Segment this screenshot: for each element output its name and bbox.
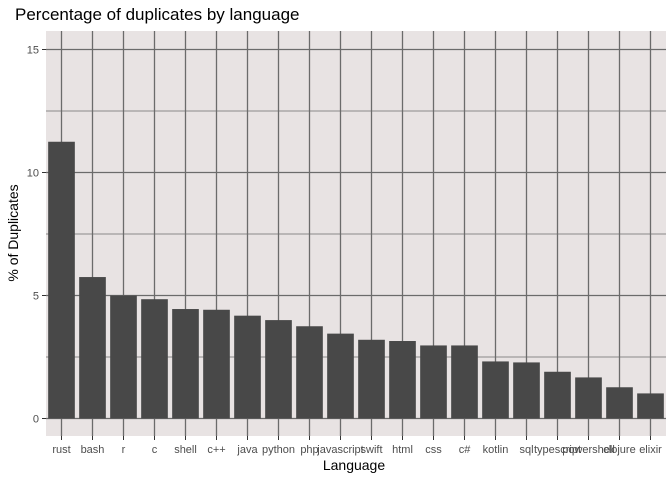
y-axis: 0 5 10 15 [27,45,46,426]
bar-r [110,295,137,419]
bar-python [265,320,292,419]
bar-typescript [544,371,571,419]
y-tick-label: 5 [33,291,39,303]
bar-html [389,341,416,419]
x-tick-label-html: html [392,444,413,456]
x-tick-label-bash: bash [81,444,105,456]
x-tick-label-c++: c++ [207,444,225,456]
x-tick-label-swift: swift [361,444,383,456]
x-tick-label-r: r [122,444,126,456]
x-tick-label-javascript: javascript [316,444,363,456]
x-tick-label-kotlin: kotlin [483,444,509,456]
bar-rust [48,141,75,419]
x-tick-label-c: c [152,444,158,456]
bar-clojure [606,387,633,419]
x-tick-label-powershell: powershell [562,444,615,456]
x-axis: rust bash r c shell c++ java python phpjavascrip… [52,436,662,456]
bar-powershell [575,377,602,419]
chart-title: Percentage of duplicates by language [15,5,299,24]
bar-css [420,345,447,419]
x-tick-label-elixir: elixir [639,444,662,456]
bar-php [296,326,323,419]
bar-c# [451,345,478,419]
bar-javascript [327,333,354,419]
y-tick-label: 15 [27,45,39,57]
y-tick-label: 10 [27,168,39,180]
x-tick-label-sql: sql [519,444,533,456]
x-tick-label-clojure: clojure [603,444,635,456]
plot-panel [46,31,666,436]
bar-sql [513,362,540,419]
y-tick-label: 0 [33,414,39,426]
y-axis-title: % of Duplicates [5,184,21,281]
x-tick-label-css: css [425,444,442,456]
bar-c [141,299,168,419]
x-tick-label-c#: c# [459,444,472,456]
bar-swift [358,339,385,419]
bar-java [234,315,261,419]
bar-kotlin [482,361,509,419]
x-tick-label-php: php [300,444,318,456]
bar-c++ [203,309,230,419]
bars [48,141,664,419]
x-tick-label-java: java [236,444,258,456]
bar-bash [79,277,106,419]
x-axis-title: Language [323,457,386,473]
bar-elixir [637,393,664,419]
x-tick-label-shell: shell [174,444,197,456]
x-tick-label-python: python [262,444,295,456]
x-tick-label-rust: rust [52,444,70,456]
x-tick-label-typescript: typescript [534,444,581,456]
bar-shell [172,309,199,419]
